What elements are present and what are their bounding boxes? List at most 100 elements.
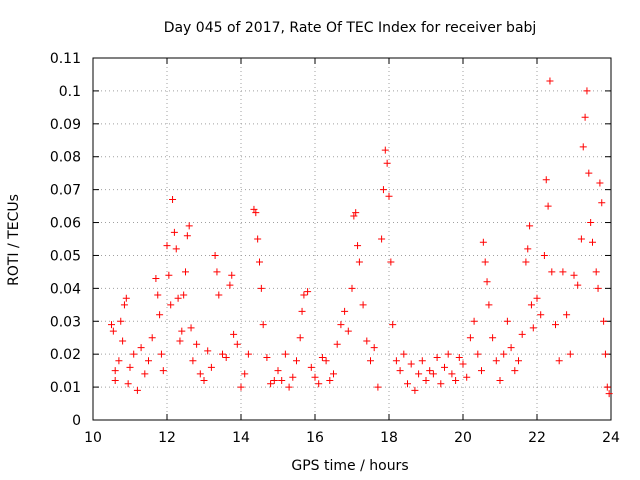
y-tick-label: 0.07	[50, 183, 81, 199]
data-point	[552, 321, 559, 329]
data-point	[124, 380, 132, 388]
data-point	[437, 380, 445, 388]
data-point	[407, 360, 415, 368]
data-point	[363, 337, 371, 345]
data-point	[156, 311, 164, 319]
data-point	[293, 357, 300, 365]
data-point	[237, 383, 245, 391]
data-point	[479, 238, 487, 246]
data-point	[415, 370, 423, 378]
y-tick-label: 0.08	[50, 150, 81, 166]
data-point	[387, 258, 395, 266]
series-roti	[108, 77, 613, 398]
data-point	[542, 176, 550, 184]
data-point	[570, 271, 578, 279]
data-point	[379, 186, 387, 194]
data-point	[289, 373, 297, 381]
data-point	[122, 294, 130, 302]
data-point	[141, 370, 149, 378]
data-point	[500, 350, 508, 358]
data-point	[601, 350, 609, 358]
data-point	[463, 373, 471, 381]
data-point	[483, 278, 491, 286]
data-point	[533, 294, 541, 302]
data-point	[389, 321, 397, 329]
data-point	[478, 367, 485, 375]
data-point	[183, 232, 191, 240]
data-point	[370, 344, 378, 352]
data-point	[511, 367, 519, 375]
data-point	[256, 258, 263, 266]
data-point	[322, 357, 330, 365]
data-point	[252, 209, 260, 217]
data-point	[474, 350, 482, 358]
data-point	[130, 350, 138, 358]
data-point	[257, 284, 265, 292]
data-point	[200, 377, 208, 385]
data-point	[441, 363, 448, 371]
data-point	[133, 386, 141, 394]
y-axis-label: ROTI / TECUs	[6, 194, 22, 286]
data-point	[185, 222, 193, 230]
data-point	[285, 383, 293, 391]
data-point	[459, 360, 467, 368]
y-tick-label: 0.02	[50, 347, 81, 363]
data-point	[180, 291, 188, 299]
data-point	[559, 268, 567, 276]
data-point	[489, 334, 497, 342]
data-point	[603, 383, 611, 391]
data-point	[137, 344, 145, 352]
data-point	[154, 291, 162, 299]
x-tick-label: 22	[528, 430, 546, 446]
data-point	[354, 242, 362, 250]
data-point	[333, 340, 341, 348]
data-point	[352, 209, 360, 217]
data-point	[281, 350, 289, 358]
data-point	[193, 340, 201, 348]
data-point	[157, 350, 165, 358]
data-point	[515, 357, 522, 365]
y-tick-label: 0.04	[50, 281, 81, 297]
data-point	[355, 258, 363, 266]
data-point	[330, 370, 337, 378]
data-point	[259, 321, 267, 329]
data-point	[244, 350, 252, 358]
data-point	[109, 327, 117, 335]
data-point	[392, 357, 400, 365]
axis-ticks: 10 12 14 16 18 20 22 24 0 0.01 0.02 0.03 0.04 0.05 0.0…	[50, 51, 620, 446]
data-point	[503, 317, 511, 325]
data-point	[585, 169, 593, 177]
data-point	[540, 251, 548, 259]
data-point	[230, 330, 238, 338]
y-tick-label: 0	[72, 413, 81, 429]
y-tick-label: 0.09	[50, 117, 81, 133]
data-point	[207, 363, 215, 371]
x-tick-label: 18	[380, 430, 398, 446]
data-point	[507, 344, 515, 352]
data-point	[422, 377, 430, 385]
data-point	[126, 363, 134, 371]
data-point	[566, 350, 574, 358]
data-point	[367, 357, 374, 365]
data-point	[111, 377, 119, 385]
y-tick-label: 0.06	[50, 216, 81, 232]
data-point	[250, 205, 258, 213]
data-point	[219, 350, 226, 358]
data-point	[544, 202, 552, 210]
data-point	[381, 146, 389, 154]
data-point	[215, 291, 223, 299]
data-point	[524, 245, 532, 253]
data-point	[254, 235, 262, 243]
data-point	[115, 357, 123, 365]
data-point	[187, 324, 195, 332]
data-point	[426, 367, 434, 375]
data-point	[111, 367, 119, 375]
data-point	[429, 370, 437, 378]
x-tick-label: 16	[306, 430, 324, 446]
data-point	[296, 334, 304, 342]
data-point	[583, 87, 591, 95]
data-point	[400, 350, 408, 358]
data-point	[598, 199, 606, 207]
data-point	[148, 334, 156, 342]
